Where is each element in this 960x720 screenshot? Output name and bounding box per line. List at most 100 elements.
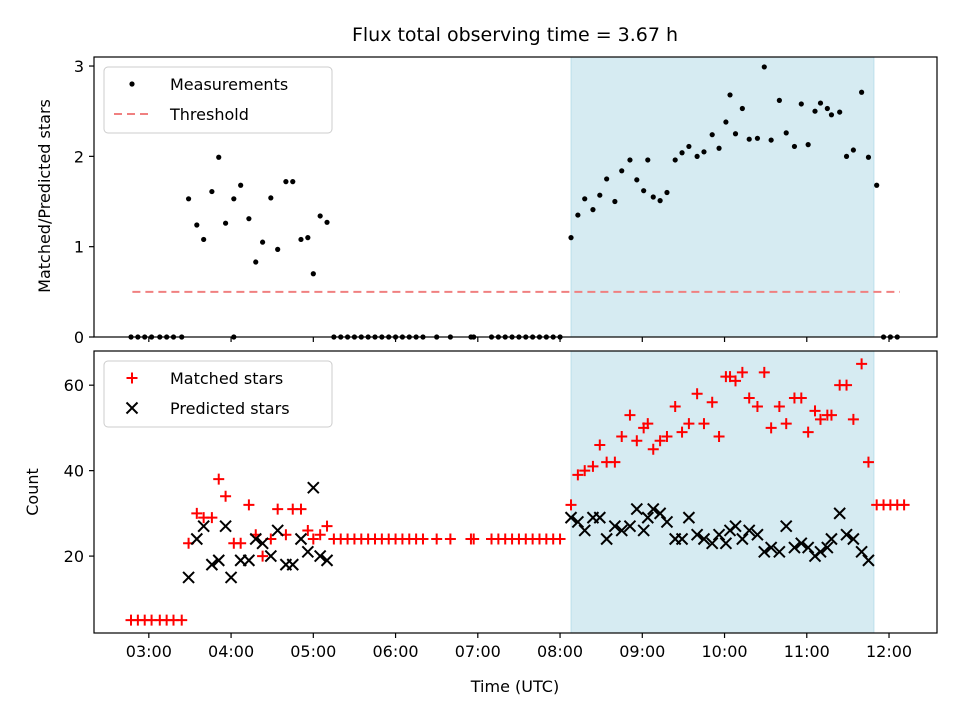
legend-box [103, 66, 333, 134]
data-point [205, 558, 219, 571]
data-point [206, 512, 218, 524]
data-point [814, 545, 827, 559]
data-point [840, 528, 853, 541]
data-point [604, 176, 610, 182]
data-point [743, 392, 755, 404]
y-tick-label: 0 [74, 328, 84, 347]
data-point [661, 430, 673, 442]
bottom-panel: 20 40 60 03:00 04:00 05:00 06:00 07:00 08:00 09:0… [64, 350, 938, 661]
top-y-axis-title: Matched/Predicted stars [35, 99, 54, 293]
data-point [209, 188, 215, 195]
data-point [216, 154, 222, 160]
data-point [768, 137, 774, 143]
plot-frame [93, 56, 938, 338]
data-point [672, 157, 678, 163]
data-point [723, 119, 729, 125]
data-point [242, 554, 256, 567]
x-tick-label: 10:00 [701, 642, 747, 661]
legend-marker-dot [129, 81, 135, 87]
data-point [847, 532, 860, 546]
chart-title: Flux total observing time = 3.67 h [352, 24, 678, 46]
data-point [590, 207, 596, 213]
data-point [238, 182, 244, 188]
data-point [641, 188, 647, 194]
bottom-y-axis-title: Count [23, 468, 42, 516]
data-point [862, 456, 874, 468]
data-point [825, 409, 837, 421]
data-point [727, 92, 733, 98]
legend-marker-x [125, 401, 139, 415]
data-point [865, 154, 872, 160]
data-point [746, 136, 752, 142]
data-point [572, 469, 584, 481]
data-point [307, 481, 320, 494]
data-point [571, 515, 585, 529]
data-point [765, 422, 777, 434]
data-point [587, 460, 599, 472]
data-point [257, 550, 269, 562]
data-point [201, 236, 207, 243]
data-point [275, 246, 281, 252]
data-point [295, 503, 307, 515]
top-panel: 0 1 2 3 Measurements Threshold [74, 56, 938, 347]
x-tick-label: 09:00 [619, 642, 665, 661]
data-point [650, 194, 656, 200]
y-tick-label: 2 [74, 147, 84, 166]
data-point [788, 541, 801, 554]
data-point [729, 519, 742, 533]
data-point [619, 168, 625, 174]
data-point [739, 105, 745, 112]
data-point [313, 549, 327, 563]
data-point [795, 392, 807, 404]
data-point [594, 439, 606, 451]
data-point [290, 179, 296, 185]
data-point [310, 271, 316, 277]
data-point [235, 537, 247, 549]
data-point [706, 396, 718, 408]
data-point [575, 212, 581, 218]
data-point [283, 179, 289, 185]
data-point [642, 418, 654, 430]
y-tick-label: 40 [64, 462, 84, 481]
data-point [690, 528, 704, 541]
data-point [812, 108, 818, 114]
data-point [660, 515, 674, 529]
data-point [194, 222, 200, 228]
data-point [732, 131, 739, 137]
data-point [444, 533, 456, 545]
data-point [809, 405, 821, 417]
data-point [213, 473, 225, 485]
data-point [814, 413, 826, 425]
data-point [615, 524, 628, 537]
data-point [761, 64, 767, 70]
legend-marker-plus [126, 372, 138, 384]
data-point [859, 89, 865, 95]
data-point [302, 524, 314, 536]
data-point [691, 388, 703, 400]
data-point [219, 519, 232, 533]
data-point [243, 499, 255, 511]
legend-label: Predicted stars [170, 399, 290, 418]
data-point [579, 465, 591, 477]
data-point [825, 532, 838, 546]
data-point [676, 426, 688, 438]
data-point [736, 366, 748, 378]
data-point [791, 143, 798, 150]
x-tick-label: 12:00 [866, 642, 912, 661]
data-point [683, 418, 695, 430]
data-point [612, 198, 618, 205]
legend: Matched stars Predicted stars [103, 360, 333, 428]
data-point [754, 135, 761, 141]
data-point [305, 235, 311, 241]
data-point [669, 401, 681, 413]
legend-box [103, 360, 333, 428]
data-point [855, 545, 868, 559]
data-point [801, 541, 815, 554]
data-point [294, 532, 308, 546]
data-point [616, 430, 628, 442]
x-tick-label: 03:00 [126, 642, 172, 661]
data-point [298, 236, 304, 243]
data-point [185, 196, 192, 202]
x-tick-label: 04:00 [208, 642, 254, 661]
data-point [220, 490, 232, 502]
